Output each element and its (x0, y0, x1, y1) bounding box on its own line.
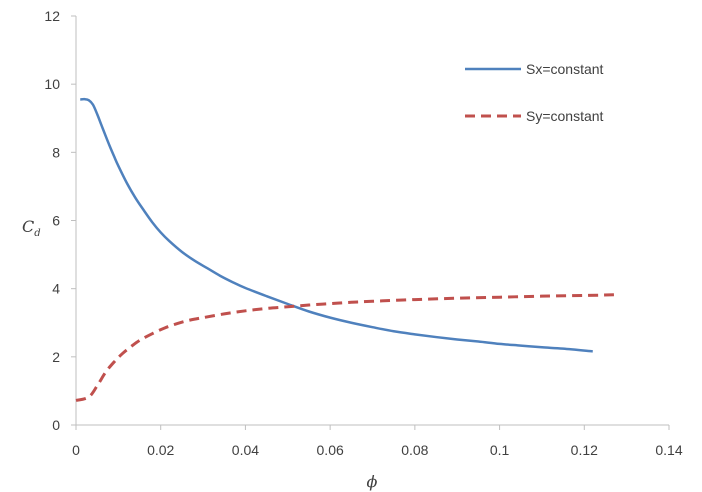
axes (75, 16, 669, 426)
x-axis-label: ϕ (367, 472, 378, 491)
legend-label-1: Sx=constant (526, 61, 604, 77)
y-tick-label: 6 (52, 213, 60, 229)
x-tick-label: 0.14 (655, 442, 682, 458)
y-axis-label-main: C (22, 217, 34, 236)
x-tick-label: 0.12 (571, 442, 598, 458)
y-axis-label-subscript: d (34, 228, 40, 239)
series-line-1 (80, 97, 593, 353)
x-tick-label: 0 (72, 442, 80, 458)
x-tick-label: 0.08 (401, 442, 428, 458)
ticks: 0 2 4 6 8 10 12 0 0.02 0.04 0.06 0.08 0.1 0.12 0.14 (44, 8, 682, 458)
x-tick-label: 0.06 (317, 442, 344, 458)
series-lines (75, 97, 614, 402)
y-axis-label: Cd (22, 217, 41, 239)
y-tick-label: 8 (52, 144, 60, 160)
y-tick-label: 12 (44, 8, 60, 24)
x-tick-label: 0.04 (232, 442, 259, 458)
legend: Sx=constant Sy=constant (465, 61, 604, 124)
y-tick-label: 2 (52, 349, 60, 365)
y-tick-label: 10 (44, 76, 60, 92)
x-tick-label: 0.02 (147, 442, 174, 458)
x-tick-label: 0.1 (490, 442, 510, 458)
legend-label-2: Sy=constant (526, 108, 604, 124)
y-tick-label: 4 (52, 281, 60, 297)
series-line-2 (75, 293, 614, 402)
y-tick-label: 0 (52, 417, 60, 433)
